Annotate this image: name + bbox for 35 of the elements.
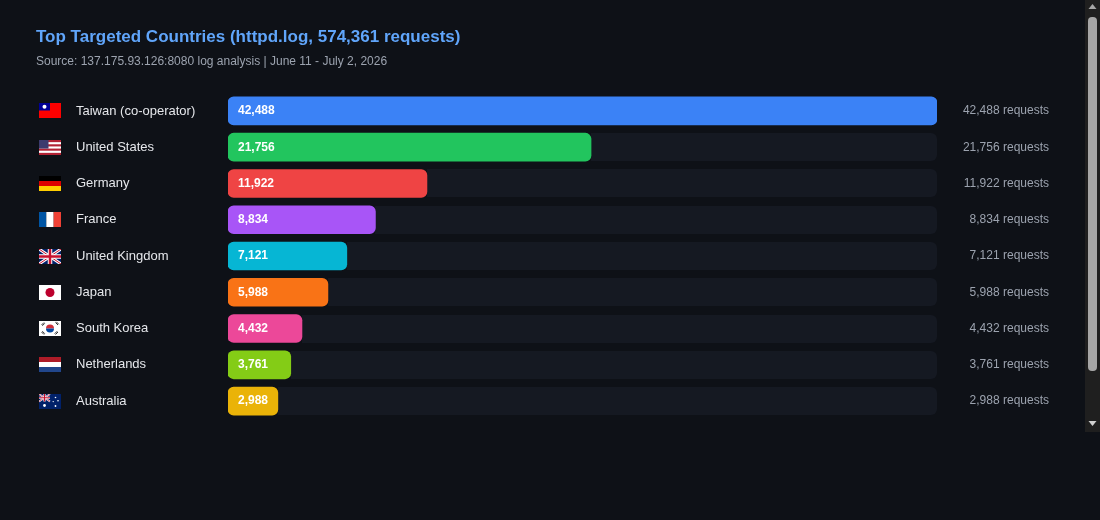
- y-tick-label: Taiwan (co-operator): [76, 102, 196, 118]
- data-label: 5,988: [238, 284, 269, 299]
- text: 21,756 requests: [962, 139, 1049, 154]
- bar: [228, 205, 376, 235]
- data-label: 4,432: [238, 320, 269, 335]
- y-tick-label: Japan: [76, 283, 112, 299]
- bar: [228, 96, 937, 126]
- chart-subtitle: Source: 137.175.93.126:8080 log analysis | June 11 - July 2, 2026: [36, 54, 388, 68]
- chart-title: Top Targeted Countries (httpd.log, 574,361 requests): [36, 27, 461, 47]
- text: 3,761 requests: [969, 357, 1049, 372]
- y-tick-label: United Kingdom: [76, 247, 169, 263]
- bar: [228, 350, 292, 380]
- text: 7,121 requests: [969, 248, 1049, 263]
- bar: [228, 277, 329, 307]
- data-label: 42,488: [238, 103, 276, 118]
- y-tick-label: United States: [76, 138, 155, 154]
- text: 2,988 requests: [969, 393, 1049, 408]
- text: 8,834 requests: [969, 212, 1049, 227]
- data-label: 3,761: [238, 357, 269, 372]
- y-tick-label: Australia: [76, 392, 128, 408]
- y-tick-label: France: [76, 211, 117, 227]
- data-label: 2,988: [238, 393, 269, 408]
- text: 11,922 requests: [963, 175, 1049, 190]
- text: 42,488 requests: [962, 103, 1049, 118]
- y-tick-label: Germany: [76, 175, 130, 191]
- y-tick-label: Netherlands: [76, 356, 147, 372]
- data-label: 7,121: [238, 248, 269, 263]
- data-label: 11,922: [238, 175, 275, 190]
- bar: [228, 241, 348, 271]
- data-label: 8,834: [238, 212, 269, 227]
- y-tick-label: South Korea: [76, 320, 150, 336]
- text: 5,988 requests: [969, 284, 1049, 299]
- data-label: 21,756: [238, 139, 276, 154]
- text: 4,432 requests: [969, 320, 1049, 335]
- bar: [228, 314, 303, 343]
